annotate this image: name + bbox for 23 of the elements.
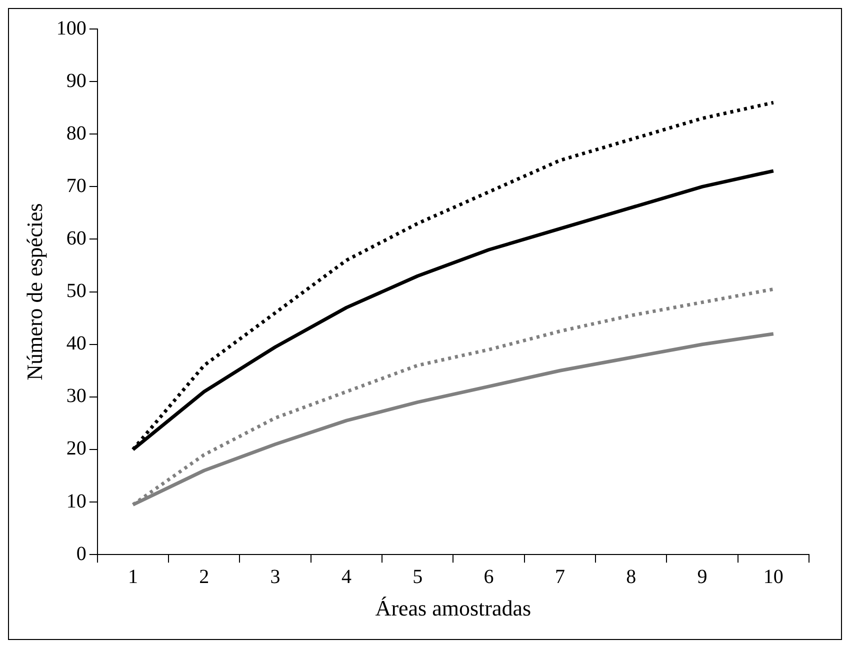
y-tick-label: 90 [66,70,86,92]
x-tick-label: 6 [484,566,494,588]
y-tick-label: 70 [66,174,86,197]
x-tick-label: 4 [341,566,352,588]
x-tick-label: 3 [270,566,280,588]
y-axis-title: Número de espécies [22,203,47,380]
y-tick-label: 20 [66,438,86,460]
x-tick-label: 1 [128,566,138,588]
y-tick-label: 0 [76,542,86,565]
x-axis-title: Áreas amostradas [375,596,532,621]
x-tick-label: 8 [626,566,636,588]
y-tick-label: 80 [66,122,86,144]
x-tick-label: 10 [763,566,784,588]
y-tick-label: 10 [66,490,86,512]
x-tick-label: 7 [554,566,565,588]
y-tick-label: 40 [66,332,86,355]
y-tick-label: 50 [66,280,86,302]
x-tick-label: 9 [697,566,708,588]
y-tick-label: 100 [56,17,86,40]
x-tick-label: 5 [412,566,423,588]
x-tick-label: 2 [199,566,210,588]
y-tick-label: 60 [66,227,86,250]
y-tick-label: 30 [66,385,86,408]
